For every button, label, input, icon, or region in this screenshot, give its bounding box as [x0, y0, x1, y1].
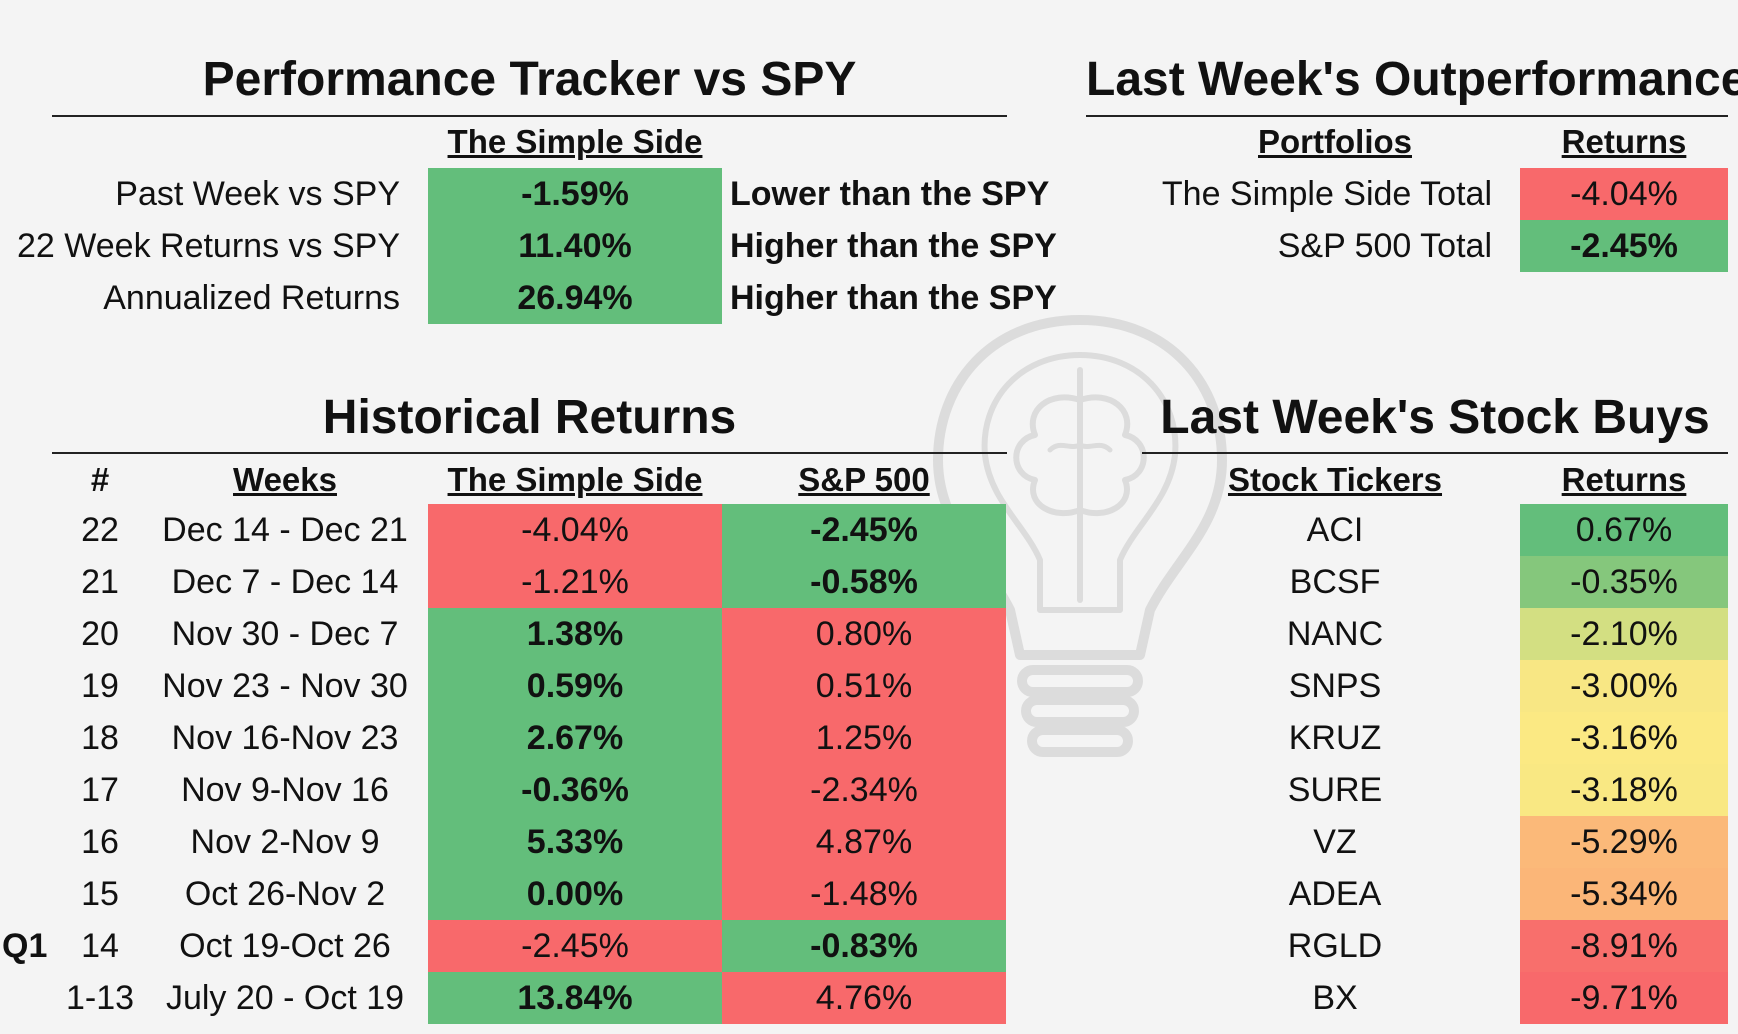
tracker-row-label: 22 Week Returns vs SPY	[17, 227, 400, 265]
outperformance-title: Last Week's Outperformance	[1086, 53, 1738, 106]
simple-side-return: -0.36%	[428, 764, 722, 816]
sp500-return: -0.58%	[722, 556, 1006, 608]
stock-ticker: VZ	[1313, 823, 1357, 861]
week-number: 18	[81, 719, 119, 757]
stock-return: -9.71%	[1520, 972, 1728, 1024]
simple-side-header: The Simple Side	[447, 461, 703, 498]
tracker-row-value: 11.40%	[428, 220, 722, 272]
stock-returns-header: Returns	[1561, 461, 1687, 498]
week-number: 17	[81, 771, 119, 809]
stock-return: -3.18%	[1520, 764, 1728, 816]
tracker-row-label: Past Week vs SPY	[115, 175, 400, 213]
stock-ticker: ACI	[1306, 511, 1364, 549]
stock-ticker: BCSF	[1289, 563, 1381, 601]
portfolio-name: The Simple Side Total	[1161, 175, 1492, 213]
stock-ticker: RGLD	[1287, 927, 1383, 965]
week-range: Nov 16-Nov 23	[171, 719, 399, 757]
week-number: 22	[81, 511, 119, 549]
week-range: Nov 9-Nov 16	[181, 771, 389, 809]
historical-rule	[52, 452, 1007, 454]
week-number: 20	[81, 615, 119, 653]
sp500-return: 0.51%	[722, 660, 1006, 712]
week-number: 15	[81, 875, 119, 913]
sp500-return: -2.45%	[722, 504, 1006, 556]
portfolio-return: -2.45%	[1520, 220, 1728, 272]
week-number: 1-13	[65, 979, 135, 1017]
portfolios-header: Portfolios	[1258, 123, 1412, 160]
sp500-return: 0.80%	[722, 608, 1006, 660]
weeks-header: Weeks	[233, 461, 337, 498]
historical-title: Historical Returns	[322, 391, 737, 444]
simple-side-return: -1.21%	[428, 556, 722, 608]
sp500-header: S&P 500	[798, 461, 930, 498]
simple-side-return: 5.33%	[428, 816, 722, 868]
stock-return: -8.91%	[1520, 920, 1728, 972]
stock-buys-title: Last Week's Stock Buys	[1160, 391, 1710, 444]
week-range: Nov 30 - Dec 7	[171, 615, 399, 653]
simple-side-return: 2.67%	[428, 712, 722, 764]
stock-return: -0.35%	[1520, 556, 1728, 608]
sp500-return: 1.25%	[722, 712, 1006, 764]
week-range: Dec 7 - Dec 14	[171, 563, 399, 601]
simple-side-return: 0.59%	[428, 660, 722, 712]
week-number: 14	[81, 927, 119, 965]
stock-return: -5.34%	[1520, 868, 1728, 920]
tracker-rule	[52, 115, 1007, 117]
stock-ticker: KRUZ	[1288, 719, 1382, 757]
simple-side-return: 1.38%	[428, 608, 722, 660]
week-range: Dec 14 - Dec 21	[162, 511, 408, 549]
stock-ticker: SNPS	[1288, 667, 1382, 705]
sp500-return: -0.83%	[722, 920, 1006, 972]
tracker-row-value: 26.94%	[428, 272, 722, 324]
week-range: Nov 2-Nov 9	[190, 823, 380, 861]
stock-return: -5.29%	[1520, 816, 1728, 868]
simple-side-return: 0.00%	[428, 868, 722, 920]
stock-buys-rule	[1142, 452, 1728, 454]
stock-ticker: NANC	[1286, 615, 1384, 653]
tracker-row-label: Annualized Returns	[103, 279, 400, 317]
sp500-return: 4.76%	[722, 972, 1006, 1024]
stock-tickers-header: Stock Tickers	[1227, 461, 1443, 498]
tracker-row-value: -1.59%	[428, 168, 722, 220]
stock-return: -3.00%	[1520, 660, 1728, 712]
tracker-row-note: Higher than the SPY	[730, 279, 1057, 317]
stock-return: -3.16%	[1520, 712, 1728, 764]
week-number: 16	[81, 823, 119, 861]
stock-return: -2.10%	[1520, 608, 1728, 660]
sp500-return: -2.34%	[722, 764, 1006, 816]
num-header: #	[90, 461, 110, 498]
tracker-row-note: Higher than the SPY	[730, 227, 1057, 265]
week-range: Oct 19-Oct 26	[179, 927, 391, 965]
stock-ticker: SURE	[1287, 771, 1383, 809]
outperformance-rule	[1086, 115, 1728, 117]
outperformance-returns-header: Returns	[1561, 123, 1687, 160]
tracker-row-note: Lower than the SPY	[730, 175, 1050, 213]
week-number: 21	[81, 563, 119, 601]
sp500-return: -1.48%	[722, 868, 1006, 920]
tracker-column-header: The Simple Side	[447, 123, 703, 160]
stock-return: 0.67%	[1520, 504, 1728, 556]
sp500-return: 4.87%	[722, 816, 1006, 868]
simple-side-return: -4.04%	[428, 504, 722, 556]
tracker-title: Performance Tracker vs SPY	[202, 53, 857, 106]
portfolio-return: -4.04%	[1520, 168, 1728, 220]
week-number: 19	[81, 667, 119, 705]
brain-lightbulb-icon	[933, 315, 1227, 757]
stock-ticker: ADEA	[1288, 875, 1382, 913]
stock-ticker: BX	[1312, 979, 1358, 1017]
week-range: Oct 26-Nov 2	[184, 875, 386, 913]
week-range: Nov 23 - Nov 30	[162, 667, 408, 705]
simple-side-return: -2.45%	[428, 920, 722, 972]
portfolio-name: S&P 500 Total	[1277, 227, 1492, 265]
simple-side-return: 13.84%	[428, 972, 722, 1024]
quarter-label: Q1	[2, 927, 48, 965]
week-range: July 20 - Oct 19	[165, 979, 405, 1017]
